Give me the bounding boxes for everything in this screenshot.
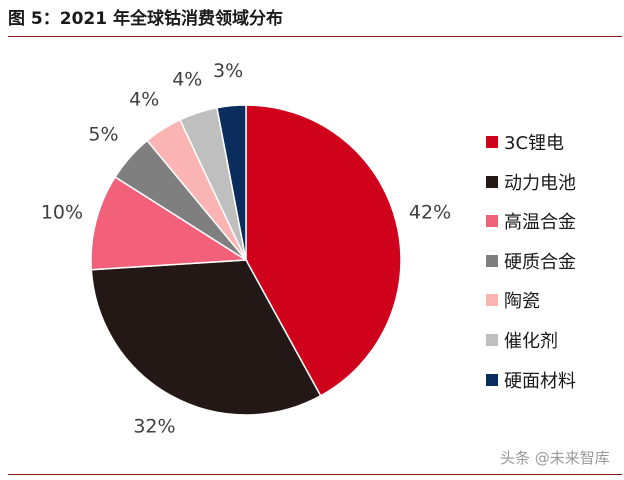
legend-label: 动力电池 — [504, 172, 576, 194]
legend-label: 硬质合金 — [504, 251, 576, 273]
legend-label: 3C锂电 — [504, 133, 565, 154]
legend-swatch — [486, 215, 498, 228]
pie-slice — [90, 175, 249, 271]
slice-percent-label: 32% — [133, 415, 175, 437]
watermark: 头条 @未来智库 — [500, 449, 610, 467]
legend-swatch — [486, 294, 498, 307]
chart-title: 图 5：2021 年全球钴消费领域分布 — [8, 9, 283, 29]
legend-item-power-battery: 动力电池 — [486, 172, 576, 194]
pie-slice — [245, 104, 402, 397]
legend-label: 高温合金 — [504, 212, 576, 234]
legend-swatch — [486, 373, 498, 386]
legend-swatch — [486, 333, 498, 346]
slice-percent-label: 42% — [409, 202, 451, 224]
pie-slice — [90, 259, 322, 416]
slice-percent-label: 10% — [41, 202, 83, 224]
chart-legend: 3C锂电 动力电池 高温合金 硬质合金 陶瓷 催化剂 硬面材料 — [486, 132, 576, 409]
legend-item-hard-alloy: 硬质合金 — [486, 251, 576, 273]
legend-item-superalloy: 高温合金 — [486, 211, 576, 234]
legend-item-catalyst: 催化剂 — [486, 330, 576, 352]
bottom-divider — [8, 474, 622, 475]
legend-label: 陶瓷 — [504, 291, 540, 313]
slice-percent-label: 3% — [213, 60, 243, 82]
legend-item-ceramics: 陶瓷 — [486, 290, 576, 313]
pie-slice — [216, 104, 247, 261]
slice-percent-label: 4% — [129, 89, 159, 111]
title-divider — [8, 36, 622, 37]
legend-swatch — [486, 254, 498, 267]
legend-item-3c-battery: 3C锂电 — [486, 132, 576, 154]
legend-item-hardfacing: 硬面材料 — [486, 370, 576, 392]
slice-percent-label: 4% — [172, 68, 202, 90]
legend-label: 催化剂 — [504, 330, 558, 352]
slice-percent-label: 5% — [88, 123, 118, 145]
legend-swatch — [486, 136, 498, 148]
legend-label: 硬面材料 — [504, 370, 576, 392]
legend-swatch — [486, 175, 498, 188]
